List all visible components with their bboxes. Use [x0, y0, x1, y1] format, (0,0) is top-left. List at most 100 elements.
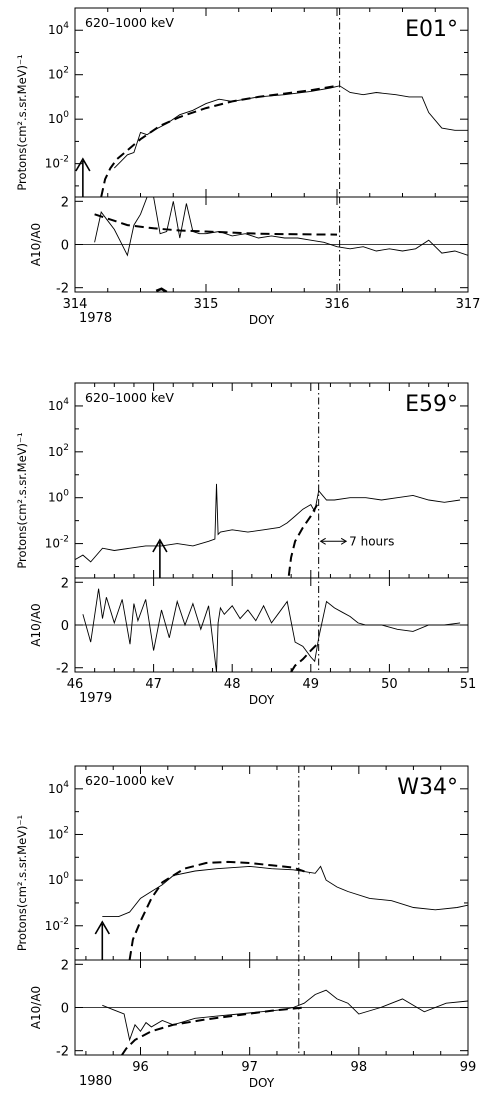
x-axis-label: DOY — [249, 693, 275, 707]
model-flux-series — [287, 504, 318, 576]
y-tick-base: 10 — [48, 399, 63, 413]
y-tick-label-bottom: 0 — [61, 239, 69, 254]
y-tick-base: 10 — [45, 157, 60, 171]
top-series-group — [75, 483, 461, 576]
y-tick-label-top: 104 — [48, 21, 69, 37]
annotation-label: 7 hours — [349, 534, 394, 548]
y-tick-base: 10 — [48, 491, 63, 505]
observed-flux-series — [75, 483, 461, 563]
y-tick-label-top: 102 — [48, 825, 69, 841]
onset-arrow-head — [94, 920, 110, 935]
y-axis-label-top: Protons(cm².s.sr.MeV)⁻¹ — [15, 432, 29, 568]
y-tick-exponent: 2 — [63, 66, 69, 76]
model-anisotropy-series — [290, 643, 318, 672]
model-anisotropy-fragment — [155, 287, 168, 292]
model-flux-series — [128, 860, 311, 960]
x-tick-label: 48 — [224, 677, 241, 692]
y-tick-base: 10 — [48, 782, 63, 796]
y-axis-label-bottom: A10/A0 — [29, 986, 43, 1029]
y-tick-base: 10 — [48, 68, 63, 82]
x-axis-label: DOY — [249, 1076, 275, 1090]
y-tick-base: 10 — [48, 112, 63, 126]
year-label: 1979 — [79, 691, 112, 706]
y-tick-label-bottom: -2 — [56, 662, 69, 677]
model-flux-series — [100, 84, 338, 197]
y-tick-label-top: 10-2 — [45, 155, 69, 171]
y-tick-label-bottom: 2 — [61, 195, 69, 210]
x-tick-label: 316 — [325, 297, 350, 312]
y-tick-exponent: 4 — [63, 397, 69, 407]
bottom-series-group — [94, 197, 468, 292]
y-tick-exponent: -2 — [60, 917, 69, 927]
y-axis-label-bottom: A10/A0 — [29, 603, 43, 646]
bottom-series-group — [102, 989, 468, 1055]
y-axis-label-top: Protons(cm².s.sr.MeV)⁻¹ — [15, 54, 29, 190]
energy-label: 620–1000 keV — [85, 773, 174, 788]
x-tick-label: 50 — [381, 677, 398, 692]
observed-flux-series — [102, 865, 468, 918]
y-tick-label-bottom: 0 — [61, 1002, 69, 1017]
top-series-group — [100, 84, 468, 197]
y-tick-exponent: 4 — [63, 780, 69, 790]
y-tick-label-top: 104 — [48, 397, 69, 413]
model-anisotropy-series — [94, 213, 338, 236]
location-label: W34° — [397, 775, 458, 800]
top-series-group — [102, 860, 468, 960]
observed-anisotropy-series — [82, 588, 461, 672]
y-tick-base: 10 — [48, 23, 63, 37]
y-tick-label-top: 104 — [48, 780, 69, 796]
model-anisotropy-series — [121, 1006, 305, 1055]
year-label: 1978 — [79, 311, 112, 326]
y-tick-label-bottom: -2 — [56, 282, 69, 297]
location-label: E59° — [405, 392, 458, 417]
y-tick-label-top: 100 — [48, 110, 69, 126]
y-tick-label-bottom: -2 — [56, 1045, 69, 1060]
y-tick-base: 10 — [48, 873, 63, 887]
x-tick-label: 315 — [194, 297, 219, 312]
annotation-arrow-left — [319, 537, 326, 545]
energy-label: 620–1000 keV — [85, 390, 174, 405]
y-tick-exponent: 0 — [63, 489, 69, 499]
y-tick-label-bottom: 2 — [61, 576, 69, 591]
y-tick-base: 10 — [48, 445, 63, 459]
y-tick-base: 10 — [45, 919, 60, 933]
energy-label: 620–1000 keV — [85, 15, 174, 30]
y-tick-exponent: -2 — [60, 155, 69, 165]
x-tick-label: 51 — [460, 677, 477, 692]
x-axis-label: DOY — [249, 313, 275, 327]
y-tick-label-top: 10-2 — [45, 917, 69, 933]
x-tick-label: 47 — [145, 677, 162, 692]
x-tick-label: 99 — [460, 1060, 477, 1075]
y-tick-label-top: 100 — [48, 489, 69, 505]
y-axis-label-bottom: A10/A0 — [29, 223, 43, 266]
observed-flux-series — [113, 85, 468, 169]
x-tick-label: 314 — [63, 297, 88, 312]
y-tick-label-top: 10-2 — [45, 535, 69, 551]
y-tick-base: 10 — [48, 827, 63, 841]
x-tick-label: 98 — [351, 1060, 368, 1075]
year-label: 1980 — [79, 1074, 112, 1089]
x-tick-label: 317 — [456, 297, 481, 312]
onset-arrow-head — [75, 157, 91, 172]
y-tick-exponent: 0 — [63, 871, 69, 881]
annotation-arrow-right — [340, 537, 348, 545]
x-tick-label: 49 — [303, 677, 320, 692]
y-tick-label-top: 100 — [48, 871, 69, 887]
y-tick-exponent: 4 — [63, 21, 69, 31]
observed-anisotropy-series — [102, 989, 468, 1042]
y-tick-exponent: 0 — [63, 110, 69, 120]
y-tick-exponent: -2 — [60, 535, 69, 545]
y-tick-exponent: 2 — [63, 443, 69, 453]
bottom-series-group — [82, 588, 461, 672]
onset-arrow-head — [152, 538, 168, 553]
x-tick-label: 97 — [241, 1060, 258, 1075]
y-tick-exponent: 2 — [63, 825, 69, 835]
y-axis-label-top: Protons(cm².s.sr.MeV)⁻¹ — [15, 815, 29, 951]
x-tick-label: 96 — [132, 1060, 149, 1075]
y-tick-label-bottom: 2 — [61, 958, 69, 973]
y-tick-label-top: 102 — [48, 66, 69, 82]
